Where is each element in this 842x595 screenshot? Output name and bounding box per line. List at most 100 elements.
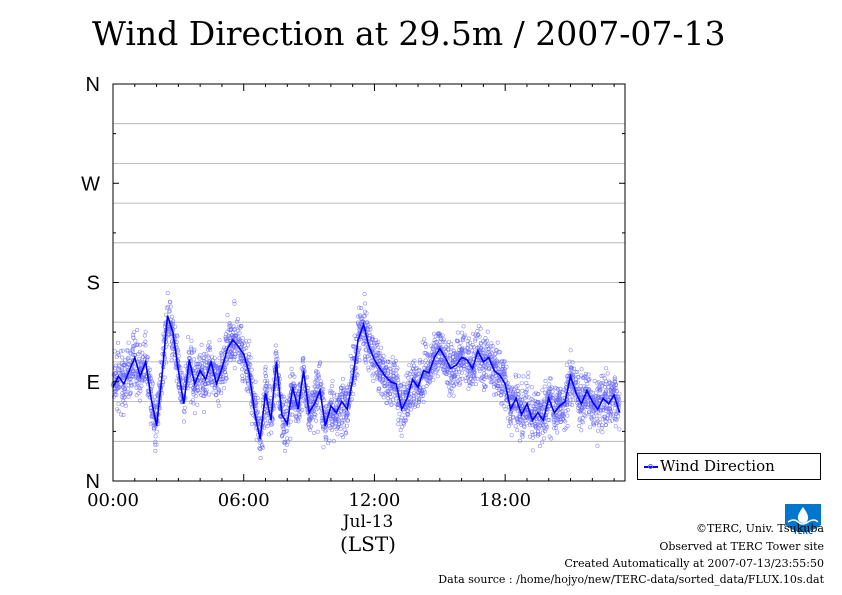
data-point [369, 358, 374, 363]
data-point [195, 362, 200, 367]
data-point [169, 358, 174, 363]
data-point [431, 347, 436, 352]
data-point [580, 415, 585, 420]
data-point [571, 397, 576, 402]
data-point [483, 374, 488, 379]
data-point [515, 428, 520, 433]
data-point [240, 373, 245, 378]
data-point [549, 436, 554, 441]
data-point [407, 363, 412, 368]
data-point [395, 405, 400, 410]
data-point [516, 373, 521, 378]
data-point [448, 349, 453, 354]
data-point [493, 374, 498, 379]
data-point [473, 381, 478, 386]
data-point [340, 418, 345, 423]
data-point [284, 401, 289, 406]
data-point [555, 400, 560, 405]
data-point [376, 340, 381, 345]
data-point [421, 399, 426, 404]
data-point [594, 416, 599, 421]
data-point [438, 333, 443, 338]
data-point [553, 385, 558, 390]
data-point [478, 326, 483, 331]
data-point [434, 368, 439, 373]
data-point [597, 420, 602, 425]
data-point [510, 396, 515, 401]
data-point [524, 390, 529, 395]
data-point [504, 364, 509, 369]
data-point [460, 376, 465, 381]
data-point [182, 419, 187, 424]
data-point [543, 378, 548, 383]
data-point [116, 385, 121, 390]
data-point [314, 403, 319, 408]
data-point [451, 367, 456, 372]
data-point [342, 427, 347, 432]
data-point [263, 374, 268, 379]
data-point [376, 388, 381, 393]
data-point [236, 359, 241, 364]
data-point [519, 422, 524, 427]
data-point [612, 375, 617, 380]
data-point [120, 355, 125, 360]
data-point [457, 370, 462, 375]
data-point [496, 390, 501, 395]
data-point [129, 351, 134, 356]
data-point [227, 335, 232, 340]
data-point [597, 387, 602, 392]
data-point [558, 419, 563, 424]
data-point [540, 430, 545, 435]
data-point [307, 414, 312, 419]
data-point [336, 417, 341, 422]
data-point [575, 380, 580, 385]
data-point [334, 417, 339, 422]
data-point [390, 355, 395, 360]
data-point [564, 402, 569, 407]
data-point [401, 384, 406, 389]
data-point [547, 417, 552, 422]
data-point [458, 377, 463, 382]
data-point [140, 350, 145, 355]
data-point [509, 433, 514, 438]
data-point [531, 432, 536, 437]
data-point [131, 335, 136, 340]
data-point [603, 422, 608, 427]
data-point [324, 428, 329, 433]
data-point [270, 421, 275, 426]
data-point [344, 423, 349, 428]
created-text: Created Automatically at 2007-07-13/23:5… [564, 557, 824, 570]
data-point [490, 344, 495, 349]
data-point [323, 434, 328, 439]
data-point [355, 320, 360, 325]
data-point [519, 403, 524, 408]
data-point [293, 418, 298, 423]
data-point [483, 384, 488, 389]
data-point [290, 412, 295, 417]
data-point [275, 356, 280, 361]
data-point [412, 358, 417, 363]
data-point [557, 391, 562, 396]
data-point [240, 336, 245, 341]
source-text: Data source : /home/hojyo/new/TERC-data/… [438, 573, 824, 586]
data-point [558, 410, 563, 415]
data-point [341, 435, 346, 440]
data-point [388, 391, 393, 396]
data-point [358, 337, 363, 342]
data-point [459, 362, 464, 367]
data-point [547, 389, 552, 394]
data-point [318, 379, 323, 384]
data-point [314, 375, 319, 380]
data-point [449, 360, 454, 365]
data-point [119, 367, 124, 372]
data-point [389, 402, 394, 407]
data-point [380, 392, 385, 397]
data-point [482, 364, 487, 369]
data-point [585, 395, 590, 400]
data-point [327, 438, 332, 443]
data-point [378, 355, 383, 360]
data-point [170, 321, 175, 326]
data-point [200, 364, 205, 369]
data-point [612, 406, 617, 411]
data-point [390, 377, 395, 382]
